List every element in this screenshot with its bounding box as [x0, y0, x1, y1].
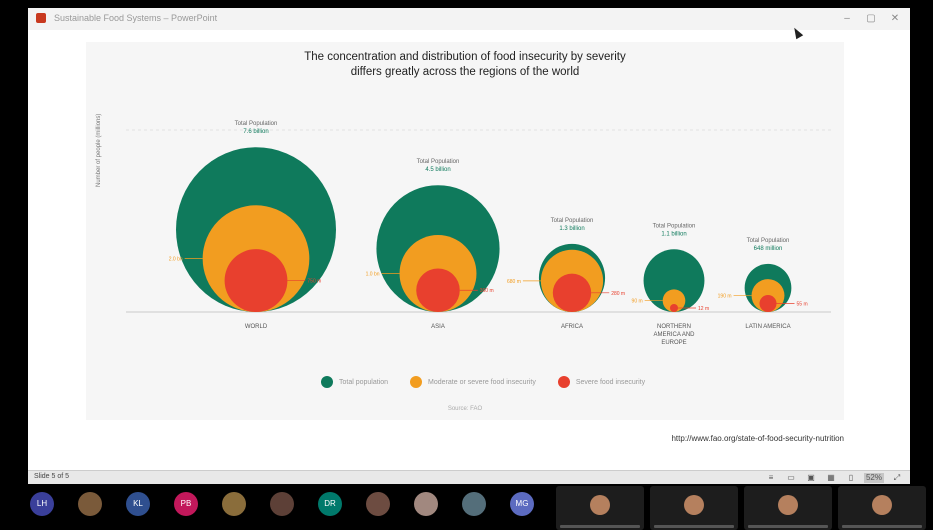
slide-title: The concentration and distribution of fo…	[86, 50, 844, 80]
region-population-label: Total Population	[551, 218, 594, 224]
severe-value-label: 12 m	[698, 306, 709, 312]
legend-label-severe: Severe food insecurity	[575, 378, 646, 386]
bubble-total-3	[643, 249, 705, 312]
participant-avatar[interactable]	[78, 492, 102, 516]
participant-avatar[interactable]	[462, 492, 486, 516]
participant-avatar[interactable]	[414, 492, 438, 516]
region-name-label: AFRICA	[561, 324, 583, 330]
participant-avatar[interactable]	[222, 492, 246, 516]
region-name-label: AMERICA AND	[653, 332, 695, 338]
participant-video-tile[interactable]	[744, 486, 832, 530]
chart-source: Source: FAO	[447, 406, 483, 412]
powerpoint-app-icon	[36, 13, 46, 23]
region-population-value: 7.6 billion	[243, 129, 268, 135]
region-population-value: 1.1 billion	[661, 231, 686, 237]
slide-footer	[86, 420, 844, 460]
moderate-value-label: 90 m	[632, 299, 643, 305]
bubble-moderate-3	[662, 289, 686, 312]
participant-face	[590, 495, 610, 515]
participant-face	[684, 495, 704, 515]
legend-label-total: Total population	[339, 378, 389, 386]
status-bar: Slide 5 of 5 ≡ ▭ ▣ ▦ ▯ 52% ⤢	[28, 470, 910, 485]
bubble-severe-2	[552, 273, 592, 312]
slide-indicator: Slide 5 of 5	[34, 473, 70, 480]
legend-swatch-severe	[557, 376, 570, 388]
slide-title-line-1: The concentration and distribution of fo…	[304, 51, 626, 63]
reading-view-icon[interactable]: ▯	[848, 473, 854, 482]
severe-value-label: 55 m	[797, 301, 808, 307]
participant-name-bar	[748, 525, 828, 528]
participant-avatar[interactable]	[366, 492, 390, 516]
severe-value-label: 750 m	[307, 279, 321, 285]
notes-icon[interactable]: ≡	[768, 473, 774, 482]
presentation-window: The concentration and distribution of fo…	[28, 30, 910, 470]
bubble-severe-1	[416, 268, 460, 312]
participant-video-tile[interactable]	[650, 486, 738, 530]
slide-title-line-2: differs greatly across the regions of th…	[350, 66, 580, 78]
participant-video-tile[interactable]	[556, 486, 644, 530]
participant-name-bar	[560, 525, 640, 528]
bubble-severe-0	[224, 249, 288, 312]
region-population-label: Total Population	[417, 159, 460, 165]
legend-swatch-moderate	[410, 376, 423, 388]
region-name-label: WORLD	[245, 324, 268, 330]
bubble-severe-3	[670, 304, 678, 312]
region-population-label: Total Population	[235, 121, 278, 127]
comments-icon[interactable]: ▭	[787, 473, 795, 482]
participant-avatar[interactable]	[270, 492, 294, 516]
window-title: Sustainable Food Systems – PowerPoint	[54, 13, 218, 23]
participant-avatar[interactable]: PB	[174, 492, 198, 516]
participant-avatar[interactable]: DR	[318, 492, 342, 516]
close-button[interactable]: ✕	[890, 13, 900, 24]
participant-face	[778, 495, 798, 515]
participant-avatar[interactable]: MG	[510, 492, 534, 516]
region-name-label: LATIN AMERICA	[745, 324, 790, 330]
region-population-value: 648 million	[754, 246, 783, 252]
bubble-chart: Total Population 7.6 billion 2.0 bn 750 m WO…	[126, 121, 831, 346]
legend-item-severe: Severe food insecurity	[557, 376, 646, 388]
severe-value-label: 360 m	[480, 288, 494, 294]
legend-label-moderate: Moderate or severe food insecurity	[428, 378, 536, 386]
participant-avatar[interactable]: LH	[30, 492, 54, 516]
window-titlebar: Sustainable Food Systems – PowerPoint – …	[28, 8, 910, 31]
fit-slide-icon[interactable]: ⤢	[893, 473, 901, 482]
slide-sorter-icon[interactable]: ▦	[827, 473, 835, 482]
region-name-label: EUROPE	[661, 340, 686, 346]
participant-avatar[interactable]: KL	[126, 492, 150, 516]
legend-item-total: Total population	[321, 376, 388, 388]
region-population-label: Total Population	[747, 238, 790, 244]
moderate-value-label: 2.0 bn	[169, 257, 183, 263]
minimize-button[interactable]: –	[844, 13, 850, 24]
severe-value-label: 280 m	[611, 291, 625, 297]
zoom-level[interactable]: 52%	[864, 473, 884, 483]
moderate-value-label: 190 m	[718, 294, 732, 300]
bubble-severe-4	[759, 294, 777, 312]
meeting-participants-bar: LH KL PB DR MG	[0, 484, 933, 530]
region-population-value: 4.5 billion	[425, 167, 450, 173]
normal-view-icon[interactable]: ▣	[807, 473, 815, 482]
moderate-value-label: 680 m	[507, 279, 521, 285]
slide-canvas: The concentration and distribution of fo…	[86, 42, 844, 460]
legend-swatch-total	[321, 376, 333, 388]
participant-face	[872, 495, 892, 515]
source-url-link[interactable]: http://www.fao.org/state-of-food-securit…	[671, 434, 844, 443]
moderate-value-label: 1.0 bn	[366, 272, 380, 278]
region-name-label: ASIA	[431, 324, 445, 330]
participant-name-bar	[654, 525, 734, 528]
region-population-value: 1.3 billion	[559, 226, 584, 232]
chart-legend: Total population Moderate or severe food…	[321, 375, 645, 389]
region-name-label: NORTHERN	[657, 324, 691, 330]
legend-item-moderate: Moderate or severe food insecurity	[410, 376, 536, 388]
participant-name-bar	[842, 525, 922, 528]
region-population-label: Total Population	[653, 223, 696, 229]
maximize-button[interactable]: ▢	[866, 13, 876, 24]
participant-video-tile[interactable]	[838, 486, 926, 530]
